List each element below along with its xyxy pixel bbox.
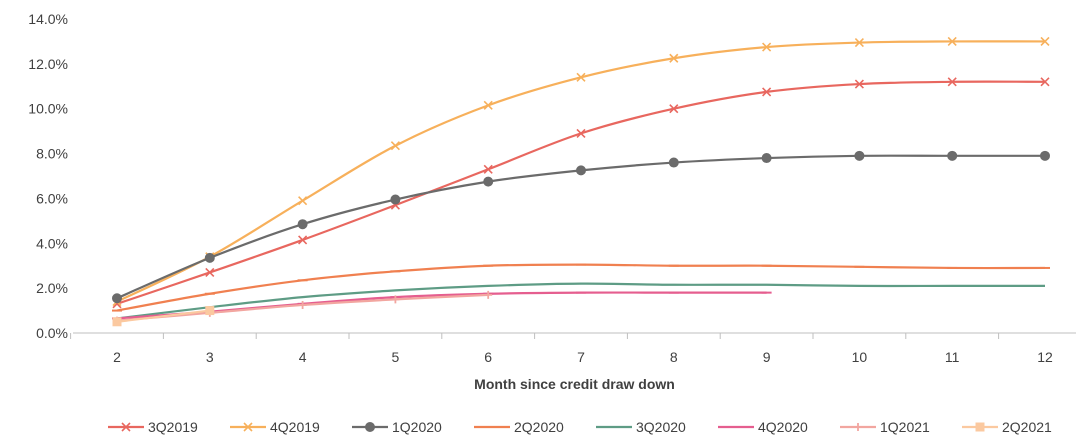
y-tick-label: 14.0% [28,11,68,27]
x-axis-label: Month since credit draw down [474,376,675,392]
y-tick-label: 8.0% [36,146,68,162]
series-line-3q2020 [116,282,1045,320]
x-tick-label: 6 [484,349,492,365]
x-tick-label: 8 [670,349,678,365]
series-1q2020 [112,150,1050,304]
legend-item-2q2021: 2Q2021 [962,419,1052,435]
y-tick-label: 10.0% [28,101,68,117]
data-point-1q2020 [297,219,308,230]
data-point-1q2020 [204,252,215,263]
series-layer [112,36,1050,327]
legend-item-3q2019: 3Q2019 [108,419,198,435]
data-point-4q2019 [298,196,308,206]
series-3q2020 [116,282,1045,320]
y-axis-ticks: 0.0% 2.0% 4.0% 6.0% 8.0% 10.0% 12.0% 14.0% [28,11,68,341]
x-tick-label: 3 [206,349,214,365]
legend-marker-2q2021 [975,422,985,432]
data-point-1q2020 [854,150,865,161]
data-point-1q2020 [390,194,401,205]
x-tick-label: 7 [577,349,585,365]
legend-item-4q2019: 4Q2019 [230,419,320,435]
x-axis-ticks: 2 3 4 5 6 7 8 9 10 11 12 [70,333,1053,365]
series-2q2021 [112,306,215,327]
x-tick-label: 9 [763,349,771,365]
legend-marker-4q2019 [243,422,253,432]
data-point-4q2019 [1040,36,1050,46]
data-point-1q2021 [298,300,307,309]
legend-label-2q2020: 2Q2020 [514,419,564,435]
x-tick-label: 11 [945,349,960,365]
y-tick-label: 6.0% [36,190,68,206]
data-point-4q2019 [854,37,864,48]
data-point-1q2020 [668,157,679,168]
legend-label-1q2021: 1Q2021 [880,419,930,435]
data-point-4q2019 [669,53,679,63]
data-point-1q2020 [947,150,958,161]
data-point-3q2019 [947,77,957,87]
legend-item-2q2020: 2Q2020 [474,419,564,435]
y-tick-label: 4.0% [36,235,68,251]
legend-item-1q2021: 1Q2021 [840,419,930,435]
data-point-2q2021 [112,317,122,327]
data-point-3q2019 [669,104,679,114]
series-3q2019 [112,77,1050,309]
legend: 3Q2019 4Q2019 1Q2020 2Q2020 3Q2020 4Q2020 1Q20… [108,419,1052,435]
data-point-3q2019 [576,128,586,138]
data-point-3q2019 [854,79,864,89]
data-point-3q2019 [298,235,308,245]
y-tick-label: 0.0% [36,325,68,341]
x-tick-label: 12 [1037,349,1053,365]
legend-marker-3q2019 [121,422,131,432]
series-line-1q2020 [116,154,1045,300]
series-line-3q2019 [116,80,1046,305]
data-point-1q2020 [483,176,494,187]
legend-label-4q2019: 4Q2019 [270,419,320,435]
x-tick-label: 10 [852,349,868,365]
data-point-3q2019 [1040,77,1050,87]
x-tick-label: 4 [299,349,307,365]
y-tick-label: 12.0% [28,56,68,72]
legend-label-2q2021: 2Q2021 [1002,419,1052,435]
data-point-4q2019 [390,141,400,151]
data-point-3q2019 [762,87,772,97]
data-point-3q2019 [483,164,493,174]
data-point-4q2019 [576,72,586,82]
series-line-4q2019 [116,40,1046,303]
data-point-1q2021 [484,290,493,299]
data-point-1q2021 [391,295,400,304]
legend-item-3q2020: 3Q2020 [596,419,686,435]
data-point-4q2019 [762,42,772,52]
data-point-3q2019 [205,267,215,278]
data-point-1q2020 [761,153,772,164]
series-line-2q2021 [116,309,210,323]
series-2q2020 [112,263,1050,312]
data-point-1q2020 [576,165,586,176]
legend-label-3q2020: 3Q2020 [636,419,686,435]
y-tick-label: 2.0% [36,280,68,296]
legend-marker-1q2020 [365,422,375,432]
data-point-4q2019 [483,100,493,110]
legend-marker-1q2021 [854,423,862,431]
legend-item-4q2020: 4Q2020 [718,419,808,435]
data-point-1q2020 [1040,150,1050,161]
x-tick-label: 2 [113,349,121,365]
legend-label-3q2019: 3Q2019 [148,419,198,435]
legend-label-4q2020: 4Q2020 [758,419,808,435]
data-point-1q2020 [112,293,122,304]
data-point-2q2021 [205,306,215,316]
data-point-4q2019 [947,36,957,46]
series-line-2q2020 [116,263,1046,312]
legend-item-1q2020: 1Q2020 [352,419,442,435]
x-tick-label: 5 [392,349,400,365]
legend-label-1q2020: 1Q2020 [392,419,442,435]
